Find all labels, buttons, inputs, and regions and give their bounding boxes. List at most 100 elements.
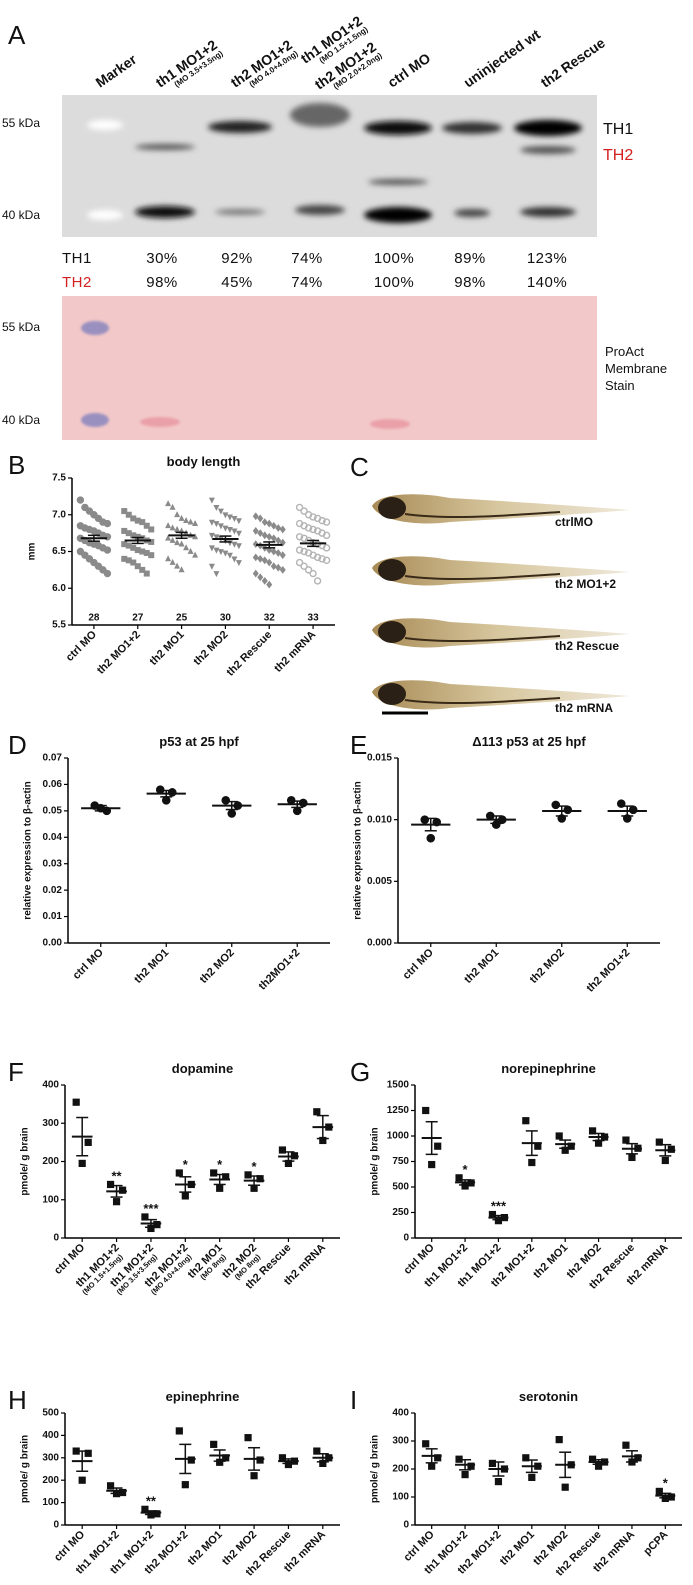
data-point bbox=[125, 557, 132, 564]
stain-label: ProAct bbox=[605, 344, 644, 359]
y-tick-label: 1000 bbox=[387, 1131, 410, 1142]
fish-stripe bbox=[404, 511, 561, 519]
data-point bbox=[139, 519, 146, 526]
x-tick-label: ctrl MO bbox=[401, 946, 437, 982]
data-point bbox=[256, 1456, 264, 1464]
row-value: 98% bbox=[454, 274, 486, 291]
data-point bbox=[226, 552, 233, 559]
data-point bbox=[103, 546, 112, 554]
data-point bbox=[528, 1158, 536, 1167]
data-point bbox=[257, 554, 264, 563]
y-tick-label: 200 bbox=[42, 1475, 59, 1486]
data-point bbox=[90, 511, 98, 519]
data-point bbox=[226, 514, 233, 521]
fish-head bbox=[378, 683, 406, 705]
data-point bbox=[106, 1180, 115, 1189]
fish-stripe bbox=[404, 573, 561, 581]
data-point bbox=[217, 523, 224, 530]
x-tick-label-group: th2 MO1+2 bbox=[95, 629, 143, 677]
y-tick-label: 0.06 bbox=[43, 779, 63, 790]
data-point bbox=[270, 521, 277, 530]
data-point bbox=[141, 1505, 149, 1513]
y-tick-label: 1500 bbox=[387, 1080, 410, 1091]
data-point bbox=[187, 518, 194, 525]
significance: *** bbox=[143, 1201, 159, 1216]
data-point bbox=[551, 800, 561, 810]
x-tick-label: th2 MO1 bbox=[148, 629, 187, 668]
data-point bbox=[121, 527, 128, 534]
data-point bbox=[130, 559, 137, 566]
y-tick-label: 5.5 bbox=[52, 620, 66, 631]
data-point bbox=[213, 521, 220, 528]
x-tick-label-group: th2 MO2 bbox=[191, 629, 230, 668]
data-point bbox=[588, 1127, 597, 1135]
x-tick-label: th2 MO1 bbox=[132, 947, 171, 986]
panel-letter: C bbox=[350, 452, 369, 482]
data-point bbox=[181, 1192, 189, 1200]
data-point bbox=[594, 1462, 603, 1470]
data-point bbox=[261, 531, 268, 540]
data-point bbox=[130, 515, 137, 522]
data-point bbox=[153, 1221, 161, 1229]
y-tick-label: 0.07 bbox=[43, 753, 63, 764]
data-point bbox=[300, 507, 308, 515]
y-tick-label: 0.00 bbox=[43, 938, 63, 949]
data-point bbox=[72, 1098, 80, 1106]
y-tick-label: 100 bbox=[392, 1492, 409, 1503]
data-point bbox=[628, 1153, 636, 1162]
row-value: 30% bbox=[146, 250, 178, 267]
stain-marker: 55 kDa bbox=[2, 320, 40, 334]
x-tick-label-group: th2 MO1 bbox=[148, 629, 187, 668]
x-tick-label-group: th2 MO2 bbox=[528, 947, 567, 986]
x-tick-label: th2 mRNA bbox=[272, 629, 318, 675]
data-point bbox=[118, 1186, 127, 1194]
data-point bbox=[278, 1146, 287, 1154]
data-point bbox=[161, 795, 171, 805]
chart-title: serotonin bbox=[519, 1389, 578, 1404]
data-point bbox=[634, 1454, 642, 1462]
data-point bbox=[134, 517, 141, 524]
x-tick-label-group: th2 MO1 bbox=[498, 1529, 537, 1568]
y-tick-label: 200 bbox=[42, 1156, 59, 1167]
data-point bbox=[85, 555, 94, 563]
data-point bbox=[300, 562, 308, 570]
data-point bbox=[169, 536, 176, 543]
data-point bbox=[422, 1440, 430, 1448]
count-label: 28 bbox=[88, 613, 100, 624]
data-point bbox=[187, 1456, 195, 1464]
x-tick-label: th2 MO1+2 bbox=[584, 947, 632, 995]
lane-name: Marker bbox=[93, 51, 140, 91]
y-tick-label: 0.01 bbox=[43, 911, 63, 922]
data-point bbox=[295, 503, 304, 512]
data-point bbox=[141, 1213, 149, 1221]
x-tick-label: th2 MO1+2 bbox=[95, 629, 143, 677]
data-point bbox=[266, 558, 273, 567]
panel-letter: A bbox=[8, 20, 26, 50]
chart-title: dopamine bbox=[172, 1061, 233, 1076]
data-point bbox=[210, 1440, 218, 1448]
data-point bbox=[125, 542, 132, 549]
stain-bands bbox=[81, 321, 410, 429]
count-label: 27 bbox=[132, 613, 144, 624]
chart: E Δ113 p53 at 25 hpf relative expression t… bbox=[350, 730, 660, 995]
data-point bbox=[106, 1482, 115, 1490]
chart-title: Δ113 p53 at 25 hpf bbox=[472, 734, 586, 749]
data-point bbox=[561, 1483, 569, 1491]
data-point bbox=[555, 1132, 563, 1140]
data-point bbox=[208, 519, 215, 526]
data-point bbox=[266, 580, 273, 589]
data-point bbox=[99, 566, 107, 574]
data-point bbox=[94, 562, 103, 570]
data-point bbox=[222, 525, 229, 532]
data-point bbox=[222, 550, 229, 557]
x-tick-label: th2 Rescue bbox=[224, 629, 274, 679]
y-tick-label: 300 bbox=[392, 1436, 409, 1447]
fish: th2 Rescue bbox=[372, 618, 630, 653]
data-point bbox=[467, 1462, 475, 1470]
x-tick-label-group: th2 mRNA bbox=[272, 629, 318, 675]
data-point bbox=[426, 833, 436, 843]
y-tick-label: 0 bbox=[403, 1233, 409, 1244]
data-point bbox=[667, 1145, 675, 1153]
